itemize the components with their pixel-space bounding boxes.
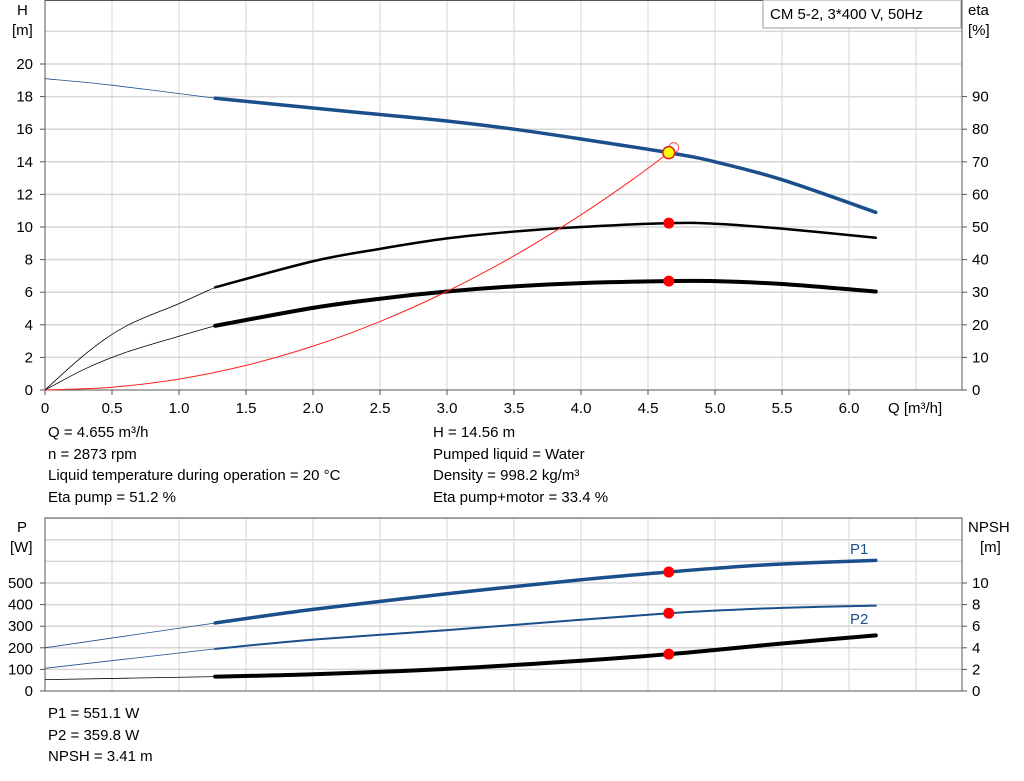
info-eta-total: Eta pump+motor = 33.4 %: [433, 488, 609, 506]
legend-box: [762, 0, 962, 29]
curve-P2-extrapolated: [44, 648, 216, 669]
npsh-tick-label: 4: [972, 640, 980, 657]
info-npsh: NPSH = 3.41 m: [48, 748, 153, 765]
x-tick-label: 6.0: [839, 400, 860, 417]
x-tick-label: 3.0: [437, 400, 458, 417]
p1-series-label: P1: [850, 541, 868, 558]
top-left-axis-label-2: [m]: [12, 22, 33, 39]
eta-tick-label: 20: [972, 317, 989, 334]
x-tick-label: 2.0: [303, 400, 324, 417]
h-tick-label: 4: [25, 317, 33, 334]
npsh-marker: [663, 648, 675, 660]
x-tick-label: 4.5: [638, 400, 659, 417]
chart-title: CM 5-2, 3*400 V, 50Hz: [770, 6, 923, 23]
top-right-axis-label-1: eta: [968, 2, 990, 19]
top-grid: [44, 0, 963, 391]
x-tick-label: 4.0: [571, 400, 592, 417]
curves: [44, 78, 878, 681]
p-tick-label: 100: [8, 661, 33, 678]
duty-point-marker: [662, 145, 676, 160]
info-top-left: Q = 4.655 m³/h n = 2873 rpm Liquid tempe…: [48, 422, 340, 508]
curve-eta_pump-extrapolated: [44, 286, 216, 391]
info-p1: P1 = 551.1 W: [48, 705, 140, 722]
eta-tick-label: 30: [972, 284, 989, 301]
info-head: H = 14.56 m: [433, 424, 516, 441]
p-tick-label: 500: [8, 575, 33, 592]
h-tick-label: 6: [25, 284, 33, 301]
npsh-tick-label: 6: [972, 618, 980, 635]
curve-eta_pump: [213, 221, 878, 289]
npsh-tick-label: 0: [972, 683, 980, 700]
eta-tick-label: 40: [972, 252, 989, 269]
p-tick-label: 0: [25, 683, 33, 700]
info-speed: n = 2873 rpm: [48, 445, 137, 463]
curve-P1-extrapolated: [44, 622, 216, 649]
p2-series-label: P2: [850, 611, 868, 628]
h-tick-label: 20: [16, 56, 33, 73]
curve-H-extrapolated: [44, 78, 216, 99]
h-tick-label: 0: [25, 382, 33, 399]
info-top-right: H = 14.56 m Pumped liquid = Water Densit…: [433, 422, 608, 508]
x-tick-label: 1.5: [236, 400, 257, 417]
bottom-left-axis-label-2: [W]: [10, 539, 33, 556]
eta-tick-label: 70: [972, 154, 989, 171]
tick-labels: 0 0.5 1.0 1.5 2.0 2.5 3.0 3.5 4.0 4.5 5.0 5.5 6.0 0 2 4…: [8, 56, 989, 700]
npsh-tick-label: 2: [972, 661, 980, 678]
info-density: Density = 998.2 kg/m³: [433, 467, 580, 484]
top-left-axis-label-1: H: [17, 2, 28, 19]
curve-P2: [214, 604, 877, 650]
h-tick-label: 2: [25, 349, 33, 366]
x-tick-label: 0.5: [102, 400, 123, 417]
p-tick-label: 400: [8, 597, 33, 614]
p1-marker: [663, 566, 675, 578]
npsh-tick-label: 10: [972, 575, 989, 592]
h-tick-label: 10: [16, 219, 33, 236]
operating-point-markers: [662, 142, 680, 660]
info-bottom: P1 = 551.1 W P2 = 359.8 W NPSH = 3.41 m: [48, 703, 153, 768]
curve-eta_pump_motor-extrapolated: [44, 325, 216, 391]
curve-NPSH-extrapolated: [44, 676, 216, 681]
eta-pump-marker: [663, 217, 675, 229]
h-tick-label: 12: [16, 186, 33, 203]
info-liquid: Pumped liquid = Water: [433, 445, 585, 463]
eta-tick-label: 0: [972, 382, 980, 399]
h-tick-label: 8: [25, 252, 33, 269]
bottom-right-axis-label-1: NPSH: [968, 519, 1010, 536]
curve-system_curve: [44, 152, 670, 391]
x-tick-label: 0: [41, 400, 49, 417]
x-tick-label: 2.5: [370, 400, 391, 417]
bottom-right-axis-label-2: [m]: [980, 539, 1001, 556]
eta-total-marker: [663, 275, 675, 287]
eta-tick-label: 80: [972, 121, 989, 138]
x-axis-label: Q [m³/h]: [888, 400, 942, 417]
p2-marker: [663, 607, 675, 619]
x-tick-label: 3.5: [504, 400, 525, 417]
info-eta-pump: Eta pump = 51.2 %: [48, 488, 176, 506]
curve-eta_pump_motor: [213, 278, 878, 328]
h-tick-label: 16: [16, 121, 33, 138]
x-tick-label: 5.0: [705, 400, 726, 417]
x-tick-label: 1.0: [169, 400, 190, 417]
info-flow: Q = 4.655 m³/h: [48, 424, 149, 441]
curve-P1: [213, 558, 878, 625]
h-tick-label: 18: [16, 89, 33, 106]
info-p2: P2 = 359.8 W: [48, 726, 140, 744]
p-tick-label: 200: [8, 640, 33, 657]
top-plot-frame: [44, 0, 963, 391]
p-tick-label: 300: [8, 618, 33, 635]
x-tick-label: 5.5: [772, 400, 793, 417]
curve-NPSH: [213, 633, 878, 679]
h-tick-label: 14: [16, 154, 33, 171]
bottom-left-axis-label-1: P: [17, 519, 27, 536]
npsh-tick-label: 8: [972, 597, 980, 614]
curve-H: [213, 96, 878, 215]
eta-tick-label: 50: [972, 219, 989, 236]
eta-tick-label: 60: [972, 186, 989, 203]
eta-tick-label: 90: [972, 89, 989, 106]
eta-tick-label: 10: [972, 349, 989, 366]
info-temperature: Liquid temperature during operation = 20…: [48, 467, 341, 484]
top-right-axis-label-2: [%]: [968, 22, 990, 39]
